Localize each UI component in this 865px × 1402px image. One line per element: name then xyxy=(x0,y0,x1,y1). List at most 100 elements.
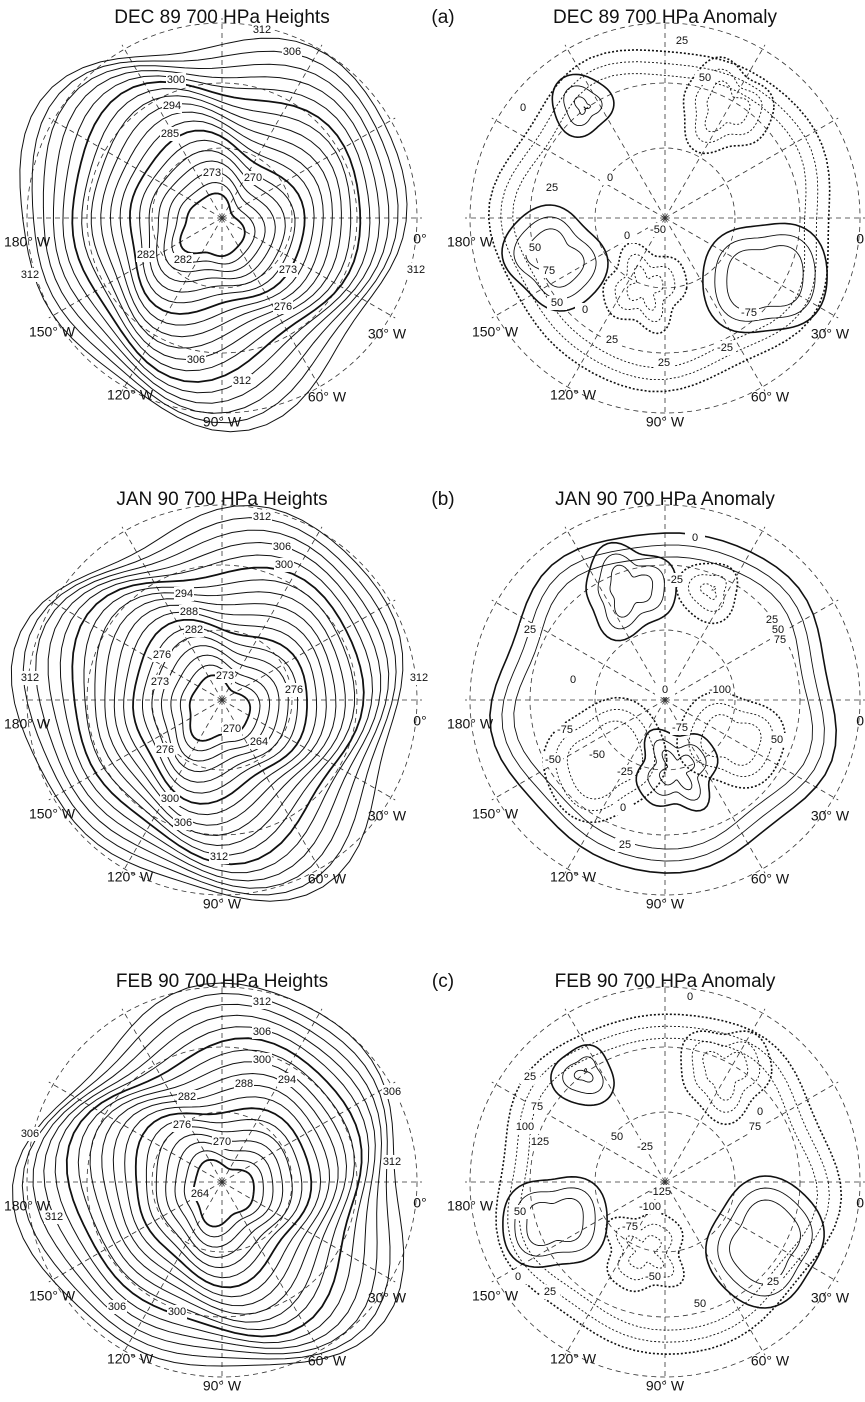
contour-label: 0 xyxy=(520,102,526,114)
longitude-label: 60° W xyxy=(308,1353,347,1369)
contour-line xyxy=(501,62,818,380)
contour-label: 0 xyxy=(620,802,626,814)
contour-label: -75 xyxy=(672,722,688,734)
contour-label: 50 xyxy=(771,734,783,746)
figure: (a)DEC 89 700 HPa Heights312306300294285… xyxy=(0,0,865,1402)
contour-line xyxy=(730,1200,801,1284)
contour-line xyxy=(32,51,398,422)
contour-label: -50 xyxy=(589,749,605,761)
contour-label: 306 xyxy=(21,1128,39,1140)
longitude-label: 30° W xyxy=(811,326,850,342)
contour-label: -25 xyxy=(617,766,633,778)
contour-label: 312 xyxy=(383,1156,401,1168)
contour-line xyxy=(175,1142,273,1247)
contour-label: 312 xyxy=(21,672,39,684)
contour-label: 312 xyxy=(253,24,271,36)
longitude-label: 0° xyxy=(856,713,865,729)
longitude-label: 150° W xyxy=(29,806,76,822)
contour-label: 300 xyxy=(167,74,185,86)
longitude-label: 90° W xyxy=(646,414,685,430)
contour-label: 306 xyxy=(273,541,291,553)
contour-label: 75 xyxy=(543,265,555,277)
meridian xyxy=(565,45,665,218)
contour-label: 0 xyxy=(582,304,588,316)
longitude-label: 90° W xyxy=(646,1378,685,1394)
longitude-label: 150° W xyxy=(29,324,76,340)
contour-label: 312 xyxy=(407,264,425,276)
contour-line xyxy=(101,104,333,348)
contour-label: 25 xyxy=(619,839,631,851)
contour-label: 306 xyxy=(174,817,192,829)
contour-label: 100 xyxy=(516,1121,534,1133)
contour-line xyxy=(564,86,602,126)
contour-line xyxy=(636,729,717,811)
longitude-label: 90° W xyxy=(203,414,242,430)
contour-label: 25 xyxy=(658,357,670,369)
contour-label: -100 xyxy=(639,1201,661,1213)
panel-label: (a) xyxy=(431,7,454,28)
contour-line xyxy=(526,229,584,287)
contour-label: 0 xyxy=(662,684,668,696)
contour-line xyxy=(114,605,326,825)
contour-line xyxy=(563,1057,603,1094)
longitude-label: 60° W xyxy=(751,871,790,887)
contour-label: 273 xyxy=(151,676,169,688)
longitude-label: 150° W xyxy=(472,1288,519,1304)
contour-label: 294 xyxy=(175,588,193,600)
contour-line xyxy=(55,1027,369,1343)
contour-line xyxy=(552,74,614,137)
contour-line xyxy=(551,1045,614,1105)
contour-line xyxy=(727,246,803,311)
contour-label: 306 xyxy=(253,1026,271,1038)
contour-label: 270 xyxy=(244,172,262,184)
longitude-label: 0° xyxy=(413,1195,426,1211)
meridian xyxy=(492,700,665,800)
contour-label: 50 xyxy=(514,1206,526,1218)
contour-label: -50 xyxy=(545,754,561,766)
longitude-label: 120° W xyxy=(550,869,597,885)
contour-line xyxy=(648,740,706,800)
contour-label: -25 xyxy=(637,1141,653,1153)
contour-line xyxy=(575,97,591,115)
contour-label: 25 xyxy=(767,1276,779,1288)
contour-label: 282 xyxy=(137,249,155,261)
longitude-label: 60° W xyxy=(308,871,347,887)
contour-line xyxy=(113,1085,329,1305)
longitude-label: 0° xyxy=(413,713,426,729)
contour-line xyxy=(503,1177,607,1267)
contour-label: 273 xyxy=(203,167,221,179)
contour-label: 306 xyxy=(187,354,205,366)
longitude-label: 180° W xyxy=(4,1198,51,1214)
contour-label: 0 xyxy=(607,172,613,184)
contour-line xyxy=(82,89,351,371)
contour-line xyxy=(20,38,407,432)
longitude-label: 30° W xyxy=(811,808,850,824)
longitude-label: 30° W xyxy=(811,1290,850,1306)
contour-line xyxy=(677,563,738,623)
contour-label: 276 xyxy=(274,301,292,313)
contour-label: 25 xyxy=(546,182,558,194)
contour-line xyxy=(705,81,750,132)
contour-label: 312 xyxy=(21,269,39,281)
contour-line xyxy=(90,1062,346,1322)
meridian xyxy=(665,527,765,700)
meridian xyxy=(665,1009,765,1182)
contour-label: 0 xyxy=(687,991,693,1003)
contour-line xyxy=(502,205,608,311)
contour-line xyxy=(152,636,288,782)
contour-label: 0 xyxy=(757,1106,763,1118)
meridian xyxy=(665,218,765,391)
longitude-label: 0° xyxy=(413,231,426,247)
contour-line xyxy=(78,1050,354,1330)
contour-line xyxy=(700,584,716,600)
longitude-label: 120° W xyxy=(550,1351,597,1367)
contour-label: -25 xyxy=(667,574,683,586)
contour-line xyxy=(703,223,827,332)
contour-label: -75 xyxy=(557,724,573,736)
longitude-label: 120° W xyxy=(107,387,154,403)
contour-label: 276 xyxy=(173,1119,191,1131)
contour-label: 282 xyxy=(174,254,192,266)
longitude-label: 180° W xyxy=(447,716,494,732)
contour-label: 312 xyxy=(210,851,228,863)
contour-label: -125 xyxy=(649,1186,671,1198)
